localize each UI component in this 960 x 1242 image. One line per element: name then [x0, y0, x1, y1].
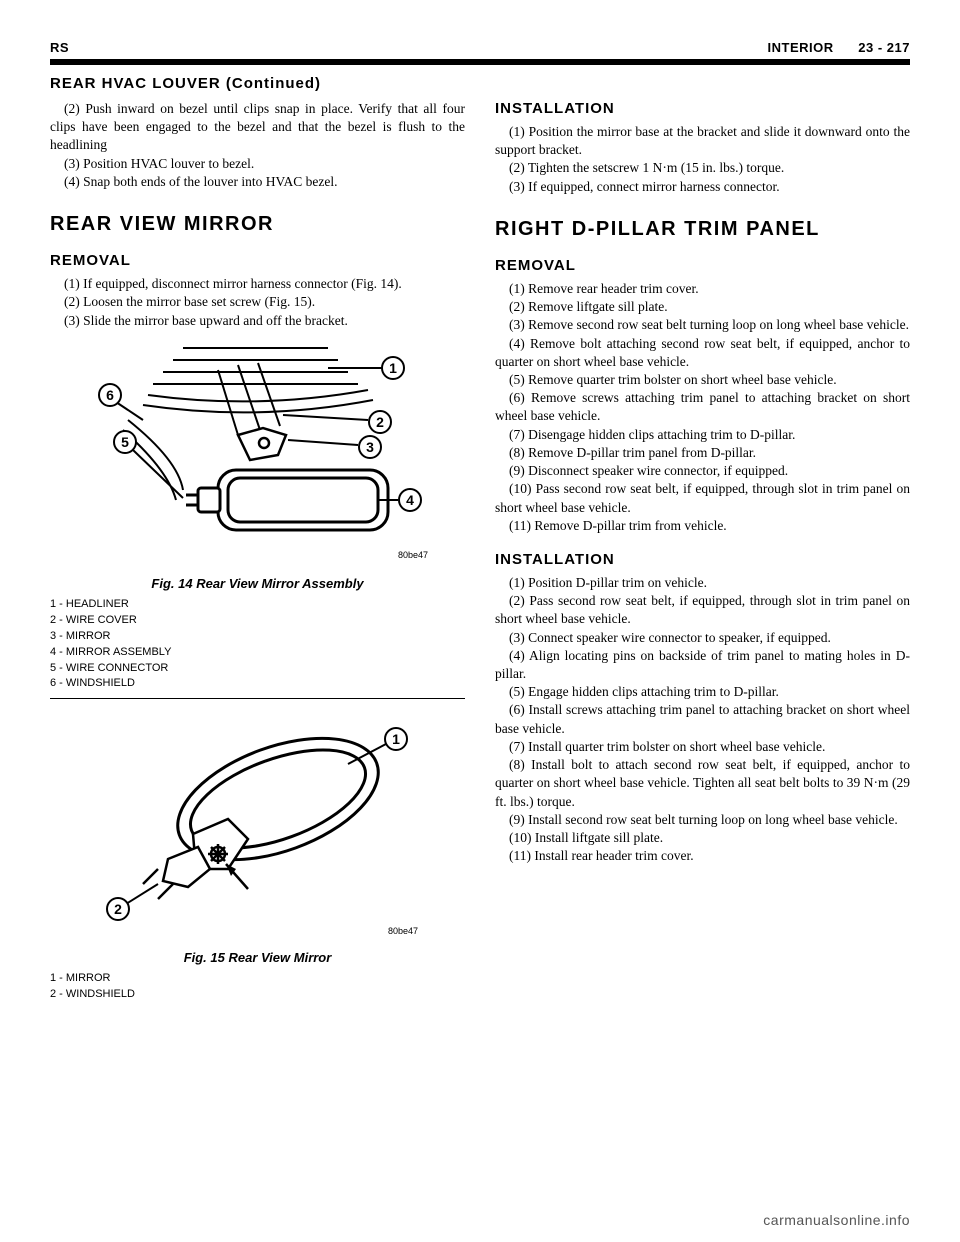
svg-text:1: 1: [389, 360, 397, 376]
fig14-rule: [50, 698, 465, 699]
fig15-caption: Fig. 15 Rear View Mirror: [50, 950, 465, 965]
removal-text-2: (1) Remove rear header trim cover. (2) R…: [495, 280, 910, 535]
svg-text:1: 1: [392, 731, 400, 747]
fig14-caption: Fig. 14 Rear View Mirror Assembly: [50, 576, 465, 591]
removal-subtitle-2: REMOVAL: [495, 257, 910, 274]
intro-para-3: (4) Snap both ends of the louver into HV…: [50, 173, 465, 191]
svg-text:2: 2: [114, 901, 122, 917]
intro-para-2: (3) Position HVAC louver to bezel.: [50, 155, 465, 173]
section-rear-view-mirror-title: REAR VIEW MIRROR: [50, 213, 465, 236]
header-right: INTERIOR 23 - 217: [768, 40, 911, 55]
svg-text:80be4704: 80be4704: [388, 926, 418, 936]
installation-text-1: (1) Position the mirror base at the brac…: [495, 123, 910, 196]
content-columns: (2) Push inward on bezel until clips sna…: [50, 100, 910, 1009]
removal-text: (1) If equipped, disconnect mirror harne…: [50, 275, 465, 330]
intro-para-1: (2) Push inward on bezel until clips sna…: [50, 100, 465, 155]
svg-text:3: 3: [366, 439, 374, 455]
footer-watermark: carmanualsonline.info: [763, 1212, 910, 1228]
inst1-para-3: (3) If equipped, connect mirror harness …: [495, 178, 910, 196]
removal-subtitle: REMOVAL: [50, 252, 465, 269]
inst1-para-2: (2) Tighten the setscrew 1 N·m (15 in. l…: [495, 159, 910, 177]
svg-text:2: 2: [376, 414, 384, 430]
header-rule: [50, 59, 910, 65]
installation-subtitle-2: INSTALLATION: [495, 551, 910, 568]
removal-para-3: (3) Slide the mirror base upward and off…: [50, 312, 465, 330]
removal-para-2: (2) Loosen the mirror base set screw (Fi…: [50, 293, 465, 311]
installation-text-2: (1) Position D-pillar trim on vehicle. (…: [495, 574, 910, 866]
svg-text:5: 5: [121, 434, 129, 450]
svg-text:4: 4: [406, 492, 414, 508]
fig14-svg: 1 2 3 4 5: [88, 340, 428, 570]
svg-text:80be4703: 80be4703: [398, 550, 428, 560]
installation-subtitle-1: INSTALLATION: [495, 100, 910, 117]
svg-text:6: 6: [106, 387, 114, 403]
fig15-svg: 1 2 80be4704: [98, 709, 418, 944]
section-d-pillar-title: RIGHT D-PILLAR TRIM PANEL: [495, 218, 910, 241]
right-column: INSTALLATION (1) Position the mirror bas…: [495, 100, 910, 1009]
fig14-legend: 1 - HEADLINER 2 - WIRE COVER 3 - MIRROR …: [50, 597, 465, 693]
intro-text: (2) Push inward on bezel until clips sna…: [50, 100, 465, 191]
inst1-para-1: (1) Position the mirror base at the brac…: [495, 123, 910, 159]
left-column: (2) Push inward on bezel until clips sna…: [50, 100, 465, 1009]
page-header: RS INTERIOR 23 - 217: [50, 40, 910, 55]
removal-para-1: (1) If equipped, disconnect mirror harne…: [50, 275, 465, 293]
continued-heading: REAR HVAC LOUVER (Continued): [50, 75, 910, 92]
fig15-legend: 1 - MIRROR 2 - WINDSHIELD: [50, 971, 465, 1003]
figure-14: 1 2 3 4 5: [50, 340, 465, 570]
header-left: RS: [50, 40, 69, 55]
figure-15: 1 2 80be4704: [50, 709, 465, 944]
